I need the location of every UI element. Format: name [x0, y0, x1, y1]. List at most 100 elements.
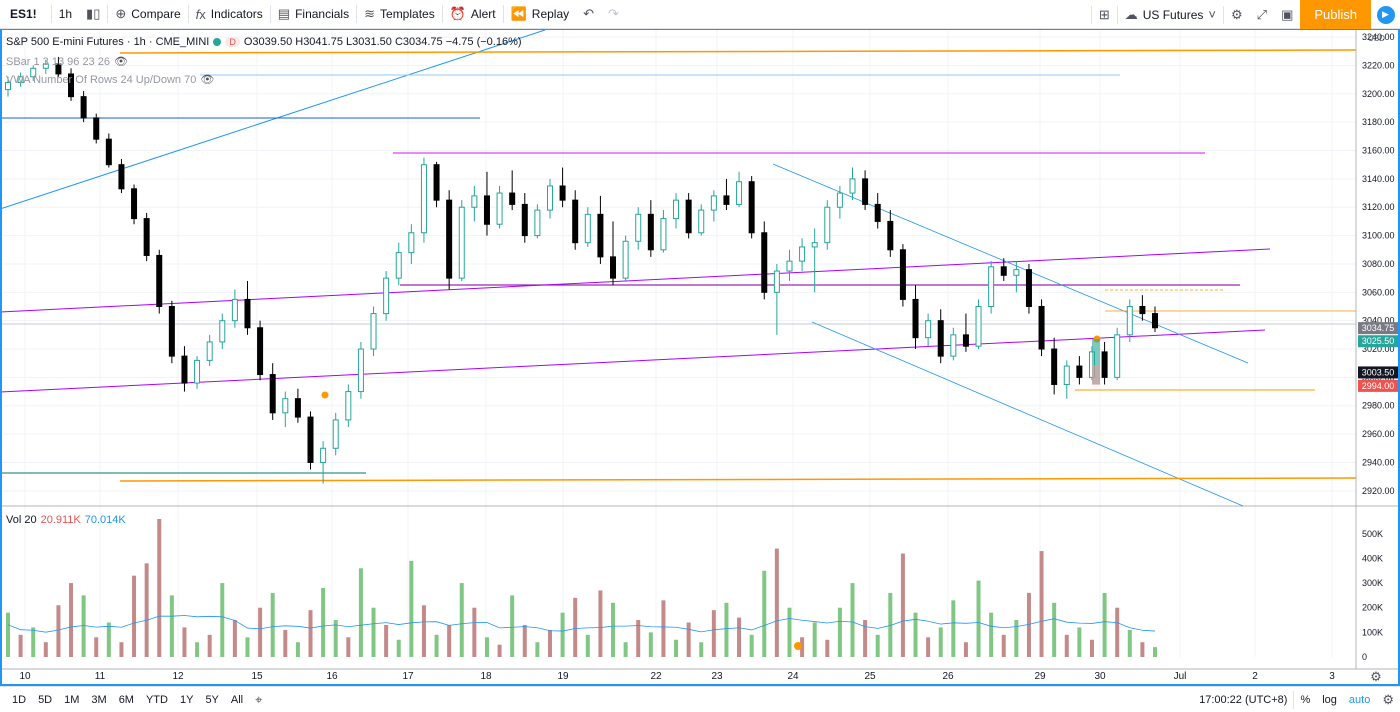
candle-body[interactable]: [572, 199, 579, 244]
candle-body[interactable]: [17, 76, 24, 83]
indicator-legend-2[interactable]: VWA Number Of Rows 24 Up/Down 70 👁: [6, 73, 214, 87]
candle-body[interactable]: [988, 266, 995, 307]
volume-bar[interactable]: [1102, 592, 1107, 657]
candle-body[interactable]: [194, 359, 201, 384]
volume-bar[interactable]: [598, 590, 603, 657]
candle-body[interactable]: [370, 313, 377, 350]
volume-bar[interactable]: [358, 568, 363, 657]
volume-bar[interactable]: [787, 607, 792, 657]
candle-body[interactable]: [219, 320, 226, 343]
candle-body[interactable]: [458, 206, 465, 279]
candle-body[interactable]: [357, 348, 364, 393]
volume-bar[interactable]: [963, 642, 968, 657]
range-button-1y[interactable]: 1Y: [179, 693, 194, 706]
candle-body[interactable]: [698, 209, 705, 234]
volume-bar[interactable]: [56, 605, 61, 657]
position-box[interactable]: [1092, 339, 1100, 384]
candle-body[interactable]: [118, 164, 125, 190]
volume-bar[interactable]: [711, 610, 716, 657]
volume-bar[interactable]: [611, 602, 616, 657]
range-button-3m[interactable]: 3M: [91, 693, 107, 706]
candle-body[interactable]: [799, 246, 806, 262]
volume-bar[interactable]: [106, 622, 111, 658]
volume-bar[interactable]: [43, 642, 48, 657]
candle-body[interactable]: [912, 298, 919, 339]
volume-bar[interactable]: [573, 597, 578, 657]
range-button-1d[interactable]: 1D: [12, 693, 27, 706]
volume-bar[interactable]: [6, 612, 10, 657]
candle-body[interactable]: [1051, 348, 1058, 385]
volume-bar[interactable]: [283, 629, 288, 657]
volume-bar[interactable]: [270, 592, 275, 657]
candle-body[interactable]: [5, 81, 11, 91]
candle-body[interactable]: [1038, 305, 1045, 350]
event-marker[interactable]: [321, 391, 329, 399]
volume-bar[interactable]: [699, 642, 704, 657]
candle-body[interactable]: [1025, 269, 1032, 307]
volume-bar[interactable]: [535, 642, 540, 657]
candle-body[interactable]: [93, 117, 100, 140]
candle-body[interactable]: [811, 242, 818, 248]
volume-bar[interactable]: [484, 637, 489, 657]
candle-body[interactable]: [320, 447, 327, 463]
candle-body[interactable]: [647, 213, 654, 251]
volume-bar[interactable]: [1039, 551, 1044, 657]
candle-body[interactable]: [685, 199, 692, 234]
candle-body[interactable]: [143, 218, 150, 256]
volume-bar[interactable]: [1026, 592, 1031, 657]
candle-body[interactable]: [660, 218, 667, 251]
settings-button[interactable]: ⚙: [1224, 0, 1250, 29]
interval-button[interactable]: 1h: [58, 7, 73, 21]
candle-body[interactable]: [521, 203, 528, 237]
candle-body[interactable]: [105, 138, 112, 166]
volume-bar[interactable]: [1077, 627, 1082, 657]
candle-body[interactable]: [181, 355, 188, 384]
candle-body[interactable]: [1126, 305, 1133, 336]
compare-button[interactable]: ⊕ Compare: [108, 0, 187, 29]
volume-bar[interactable]: [207, 634, 212, 657]
volume-bar[interactable]: [510, 595, 515, 657]
candle-body[interactable]: [836, 192, 843, 208]
candle-body[interactable]: [1013, 269, 1020, 276]
volume-bar[interactable]: [1014, 620, 1019, 657]
volume-bar[interactable]: [182, 627, 187, 657]
chart-settings-button[interactable]: ⚙: [1376, 692, 1400, 708]
volume-bar[interactable]: [396, 639, 401, 657]
volume-bar[interactable]: [144, 563, 149, 657]
candle-body[interactable]: [80, 96, 87, 119]
trend-line[interactable]: [0, 29, 546, 210]
range-button-1m[interactable]: 1M: [64, 693, 80, 706]
volume-bar[interactable]: [825, 639, 830, 657]
volume-bar[interactable]: [132, 575, 137, 657]
candle-body[interactable]: [773, 270, 780, 293]
volume-bar[interactable]: [384, 624, 389, 657]
candle-body[interactable]: [673, 199, 680, 220]
volume-bar[interactable]: [119, 642, 124, 657]
candle-body[interactable]: [269, 374, 276, 414]
play-button[interactable]: ▶: [1371, 0, 1400, 29]
candle-body[interactable]: [1076, 365, 1083, 378]
volume-bar[interactable]: [737, 617, 742, 657]
candle-body[interactable]: [433, 164, 440, 201]
volume-bar[interactable]: [661, 600, 666, 657]
volume-bar[interactable]: [245, 637, 250, 657]
auto-toggle[interactable]: auto: [1348, 694, 1371, 706]
candle-body[interactable]: [1000, 266, 1007, 276]
candle-body[interactable]: [156, 254, 163, 307]
volume-bar[interactable]: [989, 612, 994, 657]
chart-canvas[interactable]: 3240.00 3220.00 3200.00 3180.00 3160.00 3140.…: [0, 29, 1400, 686]
volume-bar[interactable]: [94, 637, 99, 657]
volume-bar[interactable]: [81, 595, 86, 657]
candle-body[interactable]: [383, 277, 390, 315]
candle-body[interactable]: [168, 305, 175, 357]
volume-bar[interactable]: [585, 634, 590, 657]
candle-body[interactable]: [446, 199, 453, 279]
candle-body[interactable]: [748, 181, 755, 234]
candle-body[interactable]: [1139, 305, 1146, 315]
candle-body[interactable]: [42, 63, 49, 69]
exchange-select[interactable]: ☁ US Futures ˅: [1118, 0, 1223, 29]
indicator-legend-1[interactable]: SBar 1 3 13 96 23 26 👁: [6, 55, 128, 69]
undo-button[interactable]: ↶: [576, 0, 601, 29]
snapshot-button[interactable]: ▣: [1274, 0, 1300, 29]
replay-button[interactable]: ⏪ Replay: [504, 0, 577, 29]
